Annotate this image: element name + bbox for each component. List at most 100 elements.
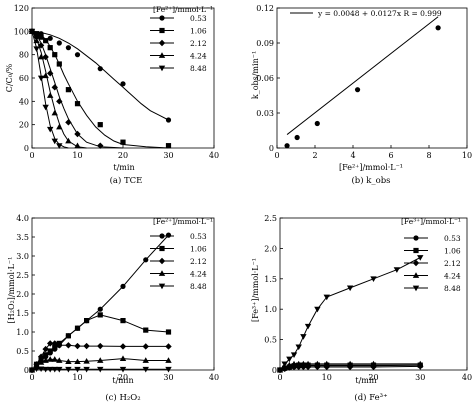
data-point [300, 334, 307, 340]
x-tick-label: 10 [72, 373, 82, 382]
data-point [142, 366, 149, 373]
legend-label: 2.12 [444, 259, 461, 268]
y-tick-label: 2.0 [16, 290, 29, 299]
data-point [276, 367, 284, 374]
data-point [97, 142, 104, 149]
data-point [290, 352, 298, 358]
y-tick-label: 1.0 [264, 305, 277, 314]
series-8.48 [276, 255, 424, 374]
y-axis-label: C/C₀/% [5, 63, 14, 92]
data-point [74, 358, 81, 365]
x-tick-label: 10 [322, 373, 332, 382]
x-tick-label: 40 [462, 373, 472, 382]
legend-marker [412, 259, 420, 267]
y-tick-label: 60 [19, 74, 29, 83]
legend-marker [158, 270, 166, 276]
data-point [56, 123, 63, 130]
y-tick-label: 0 [272, 366, 277, 375]
y-tick-label: 2.0 [264, 244, 277, 253]
chart-panel-0: 0 10 20 30 40 0 20 40 60 80 100 120 t/min C/C₀/% (a) T… [5, 4, 219, 186]
legend: [Fe³⁺]/mmol·L⁻¹ 0.53 1.06 2.12 4.24 8.48 [401, 217, 461, 293]
x-tick-label: 4 [350, 151, 355, 160]
data-point [120, 139, 126, 145]
data-point [28, 28, 36, 35]
panel-caption: (d) Fe³⁺ [354, 392, 387, 403]
data-point [65, 342, 72, 349]
data-point [42, 72, 49, 79]
series-4.24 [28, 28, 87, 149]
data-point [65, 366, 72, 373]
y-tick-label: 0 [24, 366, 29, 375]
series-line [31, 30, 169, 149]
data-point [56, 98, 63, 105]
legend-label: 0.53 [444, 234, 461, 243]
legend-label: 1.06 [444, 247, 461, 256]
data-point [417, 255, 424, 261]
x-tick-label: 0 [277, 373, 282, 382]
data-point [83, 366, 90, 373]
data-point [417, 360, 424, 367]
fit-equation: y = 0.0048 + 0.0127x R = 0.999 [317, 9, 442, 18]
y-tick-label: 0.12 [256, 4, 274, 13]
legend-label: 8.48 [190, 64, 207, 73]
data-point [304, 323, 312, 330]
data-point [370, 276, 377, 282]
y-tick-label: 1.5 [264, 275, 277, 284]
y-tick-label: 3.0 [16, 252, 29, 261]
data-point [37, 353, 45, 360]
legend: [Fe²⁺]/mmol·L⁻¹0.53 1.06 2.12 4.24 8.48 [150, 5, 213, 73]
data-point [323, 360, 330, 367]
data-point [47, 366, 54, 373]
x-tick-label: 10 [462, 151, 472, 160]
y-tick-label: 80 [19, 51, 29, 60]
x-tick-label: 40 [209, 151, 219, 160]
y-tick-label: 100 [14, 27, 29, 36]
legend-marker [159, 27, 165, 34]
data-point [65, 358, 72, 365]
data-point [286, 356, 293, 363]
x-tick-label: 20 [368, 373, 378, 382]
y-tick-label: 2.5 [16, 271, 29, 280]
data-point [97, 366, 104, 373]
legend-label: 2.12 [190, 257, 207, 266]
data-point [295, 360, 302, 367]
series-8.48 [28, 28, 69, 149]
data-point [74, 325, 81, 331]
data-point [56, 342, 63, 349]
data-point [284, 143, 290, 149]
data-point [33, 366, 40, 373]
data-point [165, 232, 172, 238]
legend-title: [Fe³⁺]/mmol·L⁻¹ [401, 217, 461, 226]
data-point [56, 61, 62, 67]
data-point [290, 360, 298, 367]
data-point [65, 87, 71, 93]
data-point [51, 356, 58, 362]
y-tick-label: 120 [14, 4, 29, 13]
data-point [393, 267, 401, 273]
data-point [65, 45, 71, 51]
data-point [74, 366, 81, 373]
data-point [47, 45, 53, 51]
data-point [56, 366, 63, 373]
legend-label: 4.24 [190, 270, 207, 279]
chart-panel-3: 0 10 20 30 40 0 0.5 1.0 1.5 2.0 2.5 t/min [Fe³⁺]/mmo… [251, 214, 472, 403]
y-tick-label: 0.03 [256, 109, 274, 118]
data-point [65, 333, 71, 339]
data-point [97, 312, 103, 318]
data-point [42, 104, 49, 111]
series-line [279, 257, 421, 371]
y-tick-label: 3.5 [16, 233, 29, 242]
fit-line [286, 16, 439, 135]
legend-marker [412, 285, 420, 292]
data-point [314, 306, 321, 313]
y-axis-label: [H₂O₂]/mmol·L⁻¹ [7, 257, 16, 324]
x-tick-label: 0 [29, 373, 34, 382]
data-point [346, 285, 354, 292]
data-point [56, 40, 62, 46]
series-line [31, 31, 69, 149]
data-point [83, 342, 90, 350]
data-point [165, 117, 172, 123]
data-point [300, 360, 307, 367]
data-point [52, 344, 58, 350]
y-tick-label: 0.09 [256, 39, 274, 48]
